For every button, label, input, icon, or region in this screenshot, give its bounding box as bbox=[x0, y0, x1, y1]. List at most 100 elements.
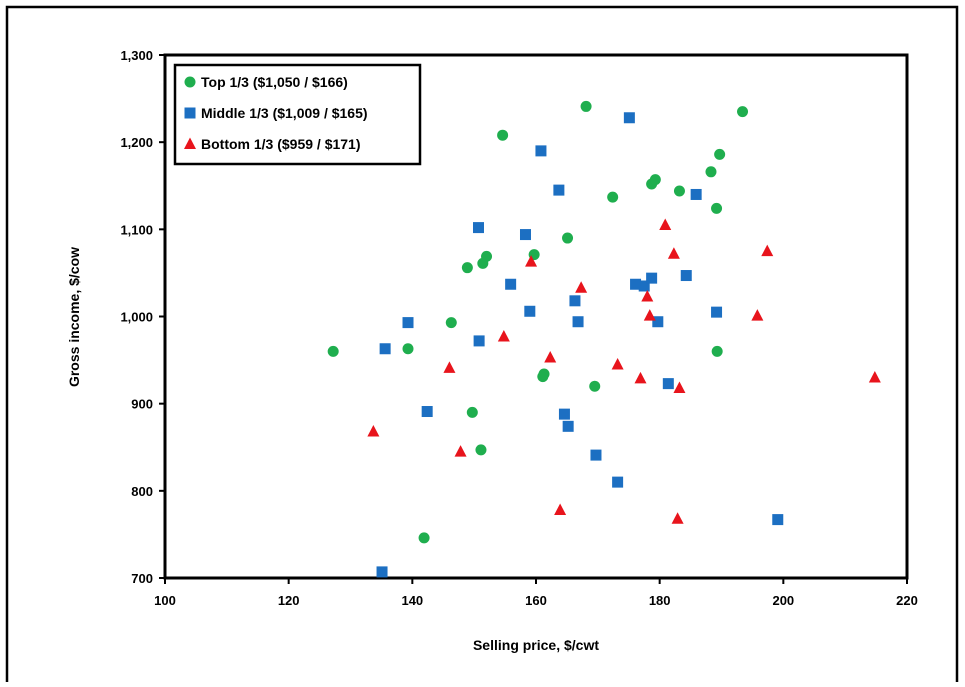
data-point-circle bbox=[589, 380, 601, 392]
data-point-triangle bbox=[751, 309, 764, 321]
x-tick-label: 200 bbox=[772, 593, 794, 608]
data-point-triangle bbox=[525, 255, 538, 267]
data-point-circle bbox=[649, 174, 661, 186]
data-point-square bbox=[612, 476, 624, 488]
series-square bbox=[376, 112, 784, 578]
y-tick-label: 900 bbox=[131, 397, 153, 412]
data-point-square bbox=[652, 316, 664, 328]
data-point-triangle bbox=[611, 357, 624, 370]
legend-box bbox=[173, 63, 422, 166]
data-point-triangle bbox=[575, 281, 588, 293]
legend-label: Middle 1/3 ($1,009 / $165) bbox=[201, 105, 368, 121]
x-axis-title: Selling price, $/cwt bbox=[473, 637, 599, 653]
data-point-square bbox=[553, 184, 565, 196]
data-point-circle bbox=[737, 106, 749, 118]
data-point-circle bbox=[445, 317, 457, 329]
data-points bbox=[327, 100, 881, 578]
data-point-circle bbox=[673, 185, 685, 197]
data-point-square bbox=[690, 188, 702, 200]
data-point-square bbox=[519, 229, 531, 241]
legend-marker-circle bbox=[184, 76, 196, 88]
legend-marker-square bbox=[184, 107, 196, 119]
y-tick-label: 700 bbox=[131, 571, 153, 586]
data-point-triangle bbox=[761, 244, 774, 257]
data-point-circle bbox=[580, 100, 592, 112]
x-tick-label: 180 bbox=[649, 593, 671, 608]
data-point-square bbox=[402, 317, 414, 329]
data-point-square bbox=[472, 222, 484, 234]
data-point-square bbox=[623, 112, 635, 124]
data-point-triangle bbox=[634, 371, 647, 384]
data-point-circle bbox=[714, 148, 726, 160]
legend-marker-triangle bbox=[184, 137, 196, 149]
data-point-square bbox=[524, 305, 536, 317]
data-point-circle bbox=[538, 368, 550, 380]
data-point-square bbox=[379, 343, 391, 355]
x-tick-label: 140 bbox=[401, 593, 423, 608]
data-point-square bbox=[662, 378, 674, 390]
data-point-circle bbox=[481, 250, 493, 262]
data-point-square bbox=[569, 295, 581, 307]
data-point-circle bbox=[475, 444, 487, 456]
data-point-circle bbox=[497, 129, 509, 141]
data-point-circle bbox=[705, 166, 717, 178]
data-point-triangle bbox=[554, 503, 567, 516]
y-tick-label: 1,100 bbox=[120, 222, 153, 237]
data-point-square bbox=[572, 316, 584, 328]
data-point-circle bbox=[402, 343, 414, 355]
x-axis: 100 120 140 160 180 200 220 bbox=[154, 578, 918, 608]
y-tick-label: 1,200 bbox=[120, 135, 153, 150]
data-point-circle bbox=[711, 345, 723, 357]
legend: Top 1/3 ($1,050 / $166) Middle 1/3 ($1,00… bbox=[173, 63, 422, 166]
data-point-triangle bbox=[643, 309, 656, 321]
chart-outer-border bbox=[5, 5, 959, 687]
series-circle bbox=[327, 100, 749, 544]
data-point-circle bbox=[562, 232, 574, 244]
data-point-circle bbox=[461, 262, 473, 274]
x-tick-label: 100 bbox=[154, 593, 176, 608]
data-point-circle bbox=[418, 532, 430, 544]
data-point-square bbox=[535, 145, 547, 157]
data-point-circle bbox=[607, 191, 619, 203]
data-point-circle bbox=[327, 345, 339, 357]
data-point-square bbox=[558, 408, 570, 420]
data-point-triangle bbox=[671, 512, 684, 524]
data-point-triangle bbox=[868, 371, 881, 383]
y-axis: 700 800 900 1,000 1,100 1,200 1,300 bbox=[120, 48, 165, 586]
data-point-circle bbox=[711, 202, 723, 214]
data-point-triangle bbox=[367, 425, 380, 437]
data-point-square bbox=[590, 449, 602, 461]
data-point-square bbox=[646, 272, 658, 284]
y-tick-label: 1,300 bbox=[120, 48, 153, 63]
series-triangle bbox=[367, 218, 881, 524]
y-axis-title: Gross income, $/cow bbox=[66, 247, 82, 387]
data-point-square bbox=[505, 278, 517, 290]
data-point-triangle bbox=[497, 330, 510, 342]
data-point-triangle bbox=[544, 350, 557, 363]
data-point-triangle bbox=[673, 381, 686, 393]
y-tick-label: 1,000 bbox=[120, 310, 153, 325]
x-tick-label: 220 bbox=[896, 593, 918, 608]
legend-label: Bottom 1/3 ($959 / $171) bbox=[201, 136, 361, 152]
data-point-triangle bbox=[641, 289, 654, 302]
data-point-square bbox=[772, 514, 784, 526]
data-point-square bbox=[630, 278, 642, 290]
y-tick-label: 800 bbox=[131, 484, 153, 499]
data-point-triangle bbox=[659, 218, 672, 230]
data-point-square bbox=[711, 306, 723, 318]
x-tick-label: 160 bbox=[525, 593, 547, 608]
data-point-square bbox=[562, 420, 574, 432]
data-point-triangle bbox=[667, 247, 680, 259]
x-tick-label: 120 bbox=[278, 593, 300, 608]
data-point-circle bbox=[466, 406, 478, 418]
data-point-square bbox=[638, 280, 650, 292]
data-point-square bbox=[680, 270, 692, 282]
legend-label: Top 1/3 ($1,050 / $166) bbox=[201, 74, 348, 90]
data-point-triangle bbox=[443, 361, 456, 373]
data-point-triangle bbox=[454, 445, 467, 457]
data-point-square bbox=[376, 566, 388, 578]
data-point-square bbox=[473, 335, 485, 347]
data-point-square bbox=[421, 406, 433, 418]
